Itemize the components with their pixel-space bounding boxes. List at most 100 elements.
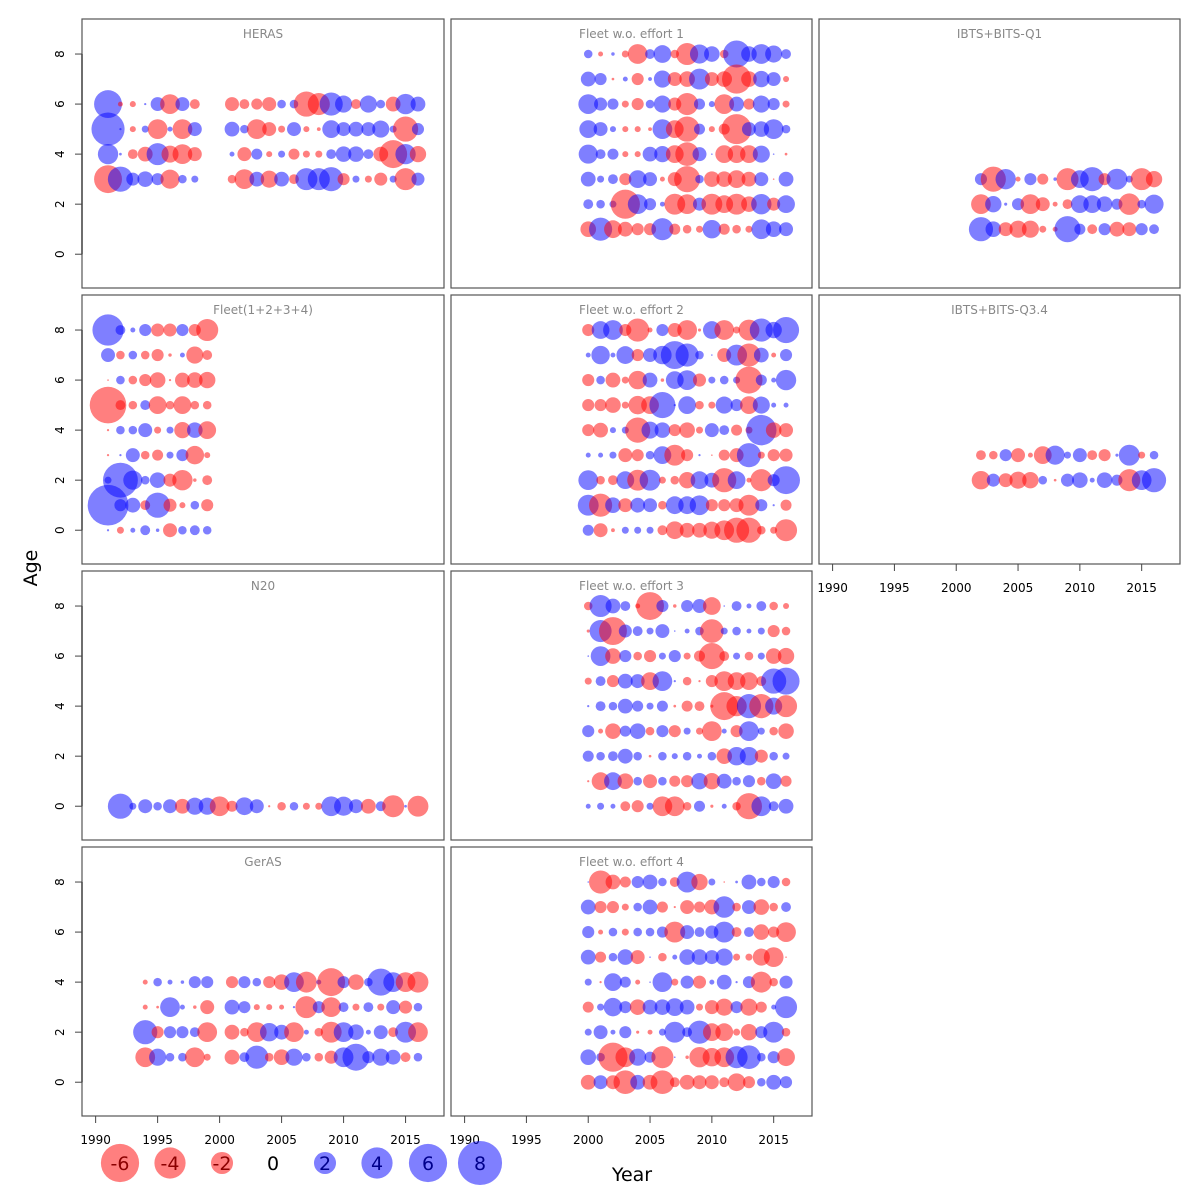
bubble-2004-age-4 <box>632 700 644 712</box>
bubble-2013-age-2 <box>739 746 759 766</box>
bubble-2007-age-6 <box>664 921 686 943</box>
bubble-1993-age-2 <box>123 470 143 490</box>
bubble-2006-age-1 <box>651 218 674 241</box>
bubble-2001-age-3 <box>224 999 240 1015</box>
bubble-2003-age-0 <box>621 526 629 534</box>
bubble-2014-age-1 <box>757 776 766 786</box>
bubble-2001-age-1 <box>589 493 613 517</box>
bubble-2008-age-0 <box>679 522 695 538</box>
bubble-2012-age-1 <box>732 776 741 786</box>
bubble-2012-age-2 <box>726 193 748 215</box>
x-tick-label: 2000 <box>204 1133 235 1147</box>
bubble-1999-age-2 <box>202 475 213 486</box>
y-tick-label: 6 <box>53 100 67 108</box>
bubble-2016-age-2 <box>782 752 790 760</box>
bubble-2001-age-5 <box>595 676 606 687</box>
bubble-2013-age-3 <box>741 171 757 187</box>
bubble-2009-age-5 <box>322 120 341 138</box>
bubble-1999-age-5 <box>202 400 212 410</box>
y-tick-label: 0 <box>53 526 67 534</box>
panel-geras: GerAS 0 2 4 6 8 1990 1995 2000 2005 2010 2015 <box>53 846 445 1147</box>
bubble-1996-age-6 <box>168 378 172 382</box>
bubble-2009-age-1 <box>691 773 708 790</box>
bubble-2009-age-4 <box>696 426 703 434</box>
bubble-2014-age-3 <box>386 1000 401 1015</box>
bubble-2007-age-7 <box>667 72 682 87</box>
bubble-2011-age-6 <box>719 375 729 385</box>
bubble-2002-age-6 <box>608 927 618 937</box>
bubble-2001-age-7 <box>594 73 607 86</box>
bubble-2001-age-6 <box>596 375 605 385</box>
bubble-2016-age-4 <box>409 145 427 163</box>
bubble-2006-age-8 <box>653 45 672 63</box>
bubble-2016-age-8 <box>772 316 800 344</box>
bubble-2010-age-6 <box>698 643 725 670</box>
bubble-2007-age-3 <box>664 444 686 466</box>
bubble-2010-age-1 <box>705 499 718 512</box>
bubble-1994-age-8 <box>139 323 152 337</box>
bubble-2001-age-4 <box>225 976 239 989</box>
bubble-2014-age-8 <box>756 601 767 611</box>
legend-label: -6 <box>111 1153 130 1175</box>
bubble-2013-age-3 <box>377 1003 385 1011</box>
panel-title: GerAS <box>244 855 281 869</box>
bubble-2002-age-2 <box>971 194 991 215</box>
bubble-2003-age-0 <box>249 799 264 814</box>
legend-label: -2 <box>213 1153 232 1175</box>
bubble-2007-age-5 <box>673 680 676 683</box>
bubble-2004-age-2 <box>627 194 648 215</box>
bubble-1992-age-5 <box>119 128 122 131</box>
bubble-2015-age-1 <box>765 221 782 237</box>
panel-heras: HERAS 0 2 4 6 8 <box>53 18 445 289</box>
bubble-2016-age-0 <box>778 798 794 814</box>
bubble-2014-age-4 <box>749 694 774 719</box>
bubble-2005-age-0 <box>646 802 654 810</box>
bubble-2014-age-0 <box>757 525 766 535</box>
bubble-2012-age-8 <box>735 880 738 884</box>
bubble-2003-age-7 <box>621 903 629 911</box>
bubble-2007-age-7 <box>673 905 676 909</box>
bubble-2002-age-7 <box>599 617 627 646</box>
bubble-2001-age-2 <box>596 475 605 485</box>
bubble-1998-age-0 <box>189 525 200 536</box>
bubble-2008-age-4 <box>681 700 693 712</box>
bubble-2007-age-1 <box>673 1056 676 1058</box>
bubble-2004-age-7 <box>631 349 644 362</box>
bubble-2000-age-3 <box>582 725 595 738</box>
bubble-2000-age-4 <box>584 978 592 986</box>
bubble-2015-age-2 <box>1137 199 1146 209</box>
legend-item: 8 <box>457 1140 503 1186</box>
bubble-2005-age-6 <box>644 650 657 663</box>
bubble-2015-age-3 <box>767 449 780 462</box>
bubble-2011-age-2 <box>716 748 733 764</box>
bubble-2011-age-6 <box>351 99 361 110</box>
bubble-2001-age-2 <box>596 751 605 761</box>
bubble-2013-age-7 <box>746 628 752 634</box>
bubble-1992-age-6 <box>117 101 123 107</box>
bubble-2008-age-3 <box>674 166 701 193</box>
bubble-1999-age-8 <box>196 319 219 342</box>
bubble-2004-age-2 <box>1004 202 1008 206</box>
bubble-2013-age-1 <box>745 225 753 233</box>
bubble-2004-age-1 <box>630 497 646 513</box>
bubble-1997-age-0 <box>178 525 187 535</box>
bubble-2015-age-4 <box>765 422 782 438</box>
bubble-2009-age-4 <box>692 975 707 989</box>
bubble-2007-age-8 <box>673 604 677 608</box>
bubble-2003-age-3 <box>249 171 265 187</box>
bubble-2013-age-1 <box>1109 221 1125 237</box>
bubble-1997-age-1 <box>179 502 186 509</box>
bubble-2010-age-6 <box>708 376 716 384</box>
bubble-1993-age-8 <box>130 327 136 333</box>
bubble-2011-age-5 <box>348 121 364 137</box>
bubble-2015-age-1 <box>765 773 782 789</box>
y-tick-label: 8 <box>53 50 67 58</box>
bubble-2004-age-3 <box>995 168 1016 190</box>
bubble-1995-age-2 <box>151 1026 164 1039</box>
bubble-2003-age-6 <box>621 100 629 108</box>
panel-title: Fleet(1+2+3+4) <box>213 303 313 317</box>
bubble-2005-age-8 <box>647 327 653 333</box>
bubble-2010-age-5 <box>704 950 719 965</box>
bubble-2011-age-0 <box>349 799 363 814</box>
bubble-1997-age-6 <box>175 97 190 112</box>
